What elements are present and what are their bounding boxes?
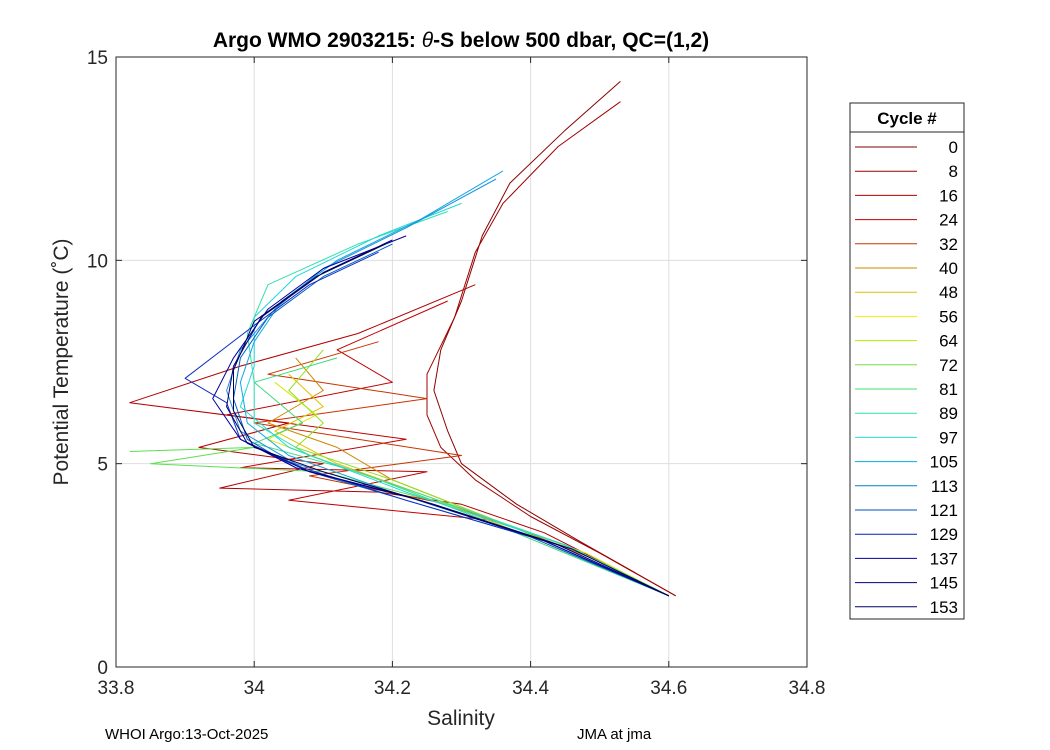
y-tick-label: 15 bbox=[87, 48, 108, 69]
legend-title: Cycle # bbox=[877, 109, 937, 128]
profile-line bbox=[239, 170, 670, 597]
legend-entry-label: 153 bbox=[930, 598, 958, 617]
legend-entry-label: 0 bbox=[949, 138, 958, 157]
plot-frame bbox=[115, 56, 808, 668]
profile-line bbox=[426, 101, 676, 597]
chart-title: Argo WMO 2903215: θ-S below 500 dbar, QC… bbox=[213, 29, 709, 52]
legend-entry-label: 137 bbox=[930, 549, 958, 568]
footer-operator: JMA at jma bbox=[577, 726, 652, 743]
legend-entry-label: 64 bbox=[939, 332, 958, 351]
legend-box bbox=[849, 102, 965, 620]
legend-entry-label: 105 bbox=[930, 453, 958, 472]
y-tick-label: 10 bbox=[87, 251, 108, 272]
legend-entry-label: 56 bbox=[939, 307, 958, 326]
title-suffix: -S below 500 dbar, QC=(1,2) bbox=[433, 29, 709, 52]
profile-line bbox=[246, 211, 670, 597]
legend-entry-label: 16 bbox=[939, 186, 958, 205]
legend-entry-label: 113 bbox=[931, 477, 958, 496]
legend-entry-label: 97 bbox=[939, 428, 958, 447]
footer-source: WHOI Argo:13-Oct-2025 bbox=[105, 726, 269, 743]
legend-entry-label: 40 bbox=[939, 259, 958, 278]
profile-line bbox=[239, 202, 670, 597]
legend-entries: 0 8 16 24 32 40 48 56 64 72 81 89 97 105 113 121 129 137 1… bbox=[855, 138, 958, 617]
title-theta: θ bbox=[422, 29, 434, 52]
legend-entry-label: 145 bbox=[930, 574, 958, 593]
profile-line bbox=[433, 81, 676, 597]
profile-line bbox=[288, 349, 670, 597]
axis-ticks: 33.8 34 34.2 34.4 34.6 34.8 0 5 10 15 bbox=[87, 48, 826, 699]
profile-line bbox=[274, 373, 669, 597]
legend-entry-label: 24 bbox=[939, 211, 958, 230]
legend-entry-label: 81 bbox=[939, 380, 958, 399]
x-tick-label: 34.6 bbox=[650, 678, 687, 699]
grid-lines bbox=[116, 57, 807, 667]
x-tick-label: 34.2 bbox=[374, 678, 411, 699]
x-axis-label: Salinity bbox=[427, 707, 495, 730]
legend-entry-label: 72 bbox=[939, 356, 958, 375]
y-axis-label: Potential Temperature (˚C) bbox=[50, 238, 73, 485]
profile-line bbox=[233, 243, 670, 597]
x-tick-label: 34 bbox=[244, 678, 266, 699]
legend-entry-label: 121 bbox=[930, 501, 958, 520]
y-tick-label: 0 bbox=[97, 658, 108, 679]
profile-line bbox=[129, 284, 670, 597]
profile-line bbox=[129, 446, 670, 597]
legend-entry-label: 32 bbox=[939, 235, 958, 254]
profile-line bbox=[184, 251, 670, 597]
x-tick-label: 34.8 bbox=[789, 678, 826, 699]
legend-entry-label: 129 bbox=[930, 525, 958, 544]
legend-entry-label: 8 bbox=[949, 162, 958, 181]
legend-entry-label: 89 bbox=[939, 404, 958, 423]
profile-line bbox=[226, 178, 670, 597]
profile-line bbox=[253, 341, 670, 597]
title-prefix: Argo WMO 2903215: bbox=[213, 29, 422, 52]
series-layer bbox=[129, 81, 676, 597]
legend: Cycle # 0 8 16 24 32 40 48 56 64 72 81 89 97 105 113 12… bbox=[849, 102, 965, 620]
x-tick-label: 33.8 bbox=[98, 678, 135, 699]
legend-entry-label: 48 bbox=[939, 283, 958, 302]
x-tick-label: 34.4 bbox=[512, 678, 549, 699]
profile-line bbox=[267, 381, 670, 597]
y-tick-label: 5 bbox=[97, 455, 108, 476]
